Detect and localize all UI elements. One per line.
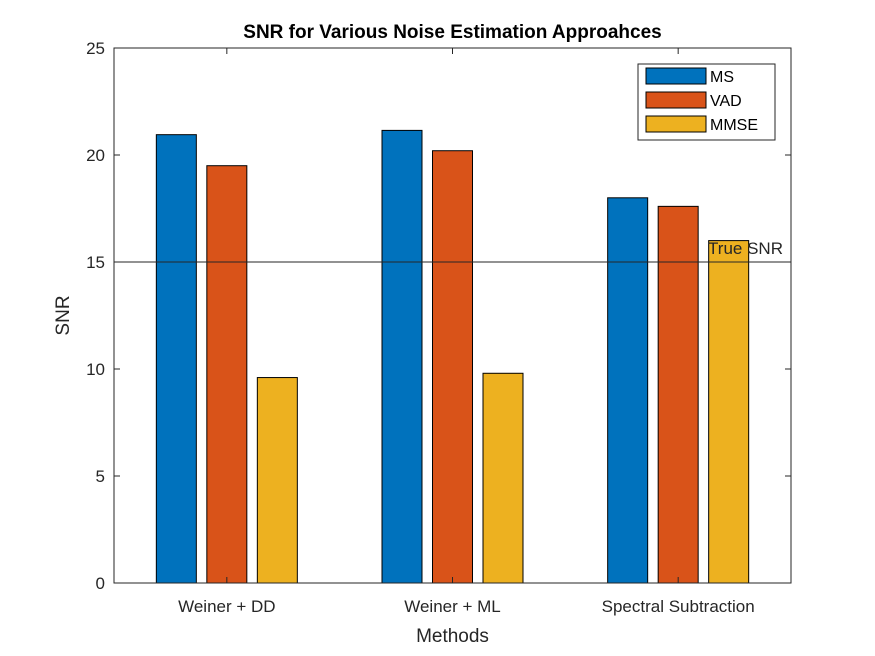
bar-mmse-2 <box>482 372 524 584</box>
legend-label-ms: MS <box>710 69 734 86</box>
bar-vad-3 <box>657 205 699 584</box>
y-tick-label: 20 <box>86 146 105 165</box>
bar-ms-2 <box>381 129 423 584</box>
legend-label-vad: VAD <box>710 93 742 110</box>
bar-ms-1 <box>155 134 197 584</box>
bar-mmse-3 <box>708 240 750 584</box>
y-tick-label: 15 <box>86 253 105 272</box>
bars-group <box>155 129 750 584</box>
x-tick-label: Weiner + ML <box>404 597 501 616</box>
x-tick-label: Spectral Subtraction <box>602 597 755 616</box>
legend: MS VAD MMSE <box>637 63 776 141</box>
bar-vad-2 <box>432 150 473 584</box>
legend-swatch-vad <box>645 91 707 109</box>
y-tick-label: 25 <box>86 39 105 58</box>
bar-vad-1 <box>206 165 248 584</box>
bar-ms-3 <box>607 197 649 584</box>
chart-title: SNR for Various Noise Estimation Approah… <box>243 22 661 43</box>
legend-swatch-mmse <box>645 115 707 133</box>
legend-label-mmse: MMSE <box>710 117 758 134</box>
y-tick-label: 5 <box>96 467 105 486</box>
bar-mmse-1 <box>256 377 298 584</box>
legend-swatch-ms <box>645 67 707 85</box>
y-tick-label: 0 <box>96 574 105 593</box>
y-axis-label: SNR <box>53 295 74 335</box>
axes-group: 0 5 10 15 20 25 Weiner + DD Weiner + ML Spectral… <box>86 39 792 616</box>
x-tick-label: Weiner + DD <box>178 597 275 616</box>
reference-line-group: True SNR <box>114 239 791 263</box>
x-axis-label: Methods <box>416 626 489 647</box>
reference-line-label: True SNR <box>708 239 783 258</box>
y-tick-label: 10 <box>86 360 105 379</box>
